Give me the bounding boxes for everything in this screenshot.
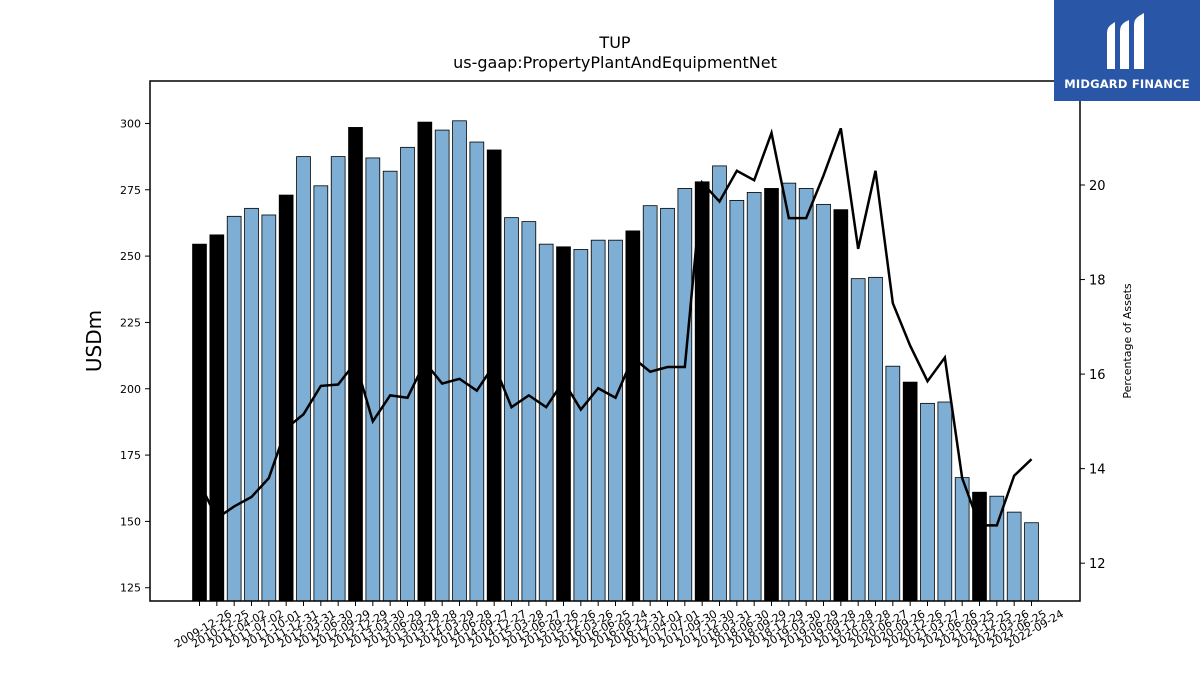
- bar: [625, 230, 641, 602]
- y-tick-label: 300: [120, 117, 141, 130]
- bar: [1024, 522, 1039, 602]
- brand-logo: MIDGARD FINANCE: [1054, 0, 1200, 101]
- bar: [192, 243, 207, 602]
- bar: [278, 194, 294, 602]
- y2-tick-label: 16: [1089, 368, 1106, 383]
- bar: [209, 234, 225, 602]
- bar: [798, 188, 814, 602]
- y-tick-label: 250: [120, 250, 141, 263]
- bar: [469, 141, 485, 602]
- bar: [642, 205, 658, 602]
- y-tick-label: 175: [120, 449, 141, 462]
- bar: [296, 156, 311, 602]
- bar: [556, 246, 571, 602]
- bar: [521, 221, 537, 602]
- y2-tick-label: 14: [1089, 463, 1106, 478]
- bar: [885, 365, 901, 602]
- bar: [868, 276, 883, 602]
- bar: [538, 243, 554, 602]
- bar: [850, 278, 866, 602]
- bar: [504, 217, 519, 602]
- y-axis: 125 150 175 200 225 250 275 300: [120, 117, 150, 595]
- y-tick-label: 275: [120, 184, 141, 197]
- bar: [400, 146, 415, 602]
- bar: [226, 215, 242, 602]
- bar: [1006, 511, 1022, 602]
- x-axis: 2009-12-262010-12-252011-04-022011-07-02…: [172, 601, 1066, 651]
- bar: [729, 199, 745, 602]
- bar: [833, 209, 849, 602]
- y-tick-label: 225: [120, 316, 141, 329]
- bar: [712, 165, 727, 602]
- plot-frame: [149, 80, 1081, 602]
- bar: [660, 207, 675, 602]
- y-axis-label: USDm: [82, 310, 106, 372]
- y-tick-label: 200: [120, 383, 141, 396]
- bar: [954, 477, 970, 602]
- bar: [920, 402, 935, 602]
- bar: [244, 207, 259, 602]
- y2-tick-label: 12: [1089, 557, 1106, 572]
- midgard-logo-icon: [1107, 12, 1144, 69]
- percent-line-series: [198, 127, 1033, 527]
- chart-subtitle: us-gaap:PropertyPlantAndEquipmentNet: [453, 53, 777, 72]
- brand-name: MIDGARD FINANCE: [1064, 76, 1190, 91]
- bar: [677, 188, 693, 602]
- bar: [816, 203, 831, 602]
- y2-axis: 12 14 16 18 20: [1080, 179, 1106, 572]
- bar: [382, 170, 398, 602]
- y-tick-label: 125: [120, 582, 141, 595]
- y2-tick-label: 18: [1089, 274, 1106, 289]
- bar: [902, 381, 918, 602]
- bar-series: [192, 120, 1039, 602]
- bar: [452, 120, 467, 602]
- bar: [434, 129, 450, 602]
- bar: [261, 214, 277, 602]
- bar: [937, 401, 953, 602]
- bar: [764, 188, 779, 602]
- y2-axis-label: Percentage of Assets: [1121, 283, 1134, 399]
- bar: [590, 239, 606, 602]
- y-tick-label: 150: [120, 515, 141, 528]
- y2-tick-label: 20: [1089, 179, 1106, 194]
- bar: [608, 239, 623, 602]
- percent-line: [198, 127, 1033, 527]
- bar: [365, 157, 381, 602]
- chart-title: TUP: [598, 33, 630, 52]
- bar: [573, 249, 589, 602]
- bar: [781, 182, 797, 602]
- bar: [746, 192, 762, 602]
